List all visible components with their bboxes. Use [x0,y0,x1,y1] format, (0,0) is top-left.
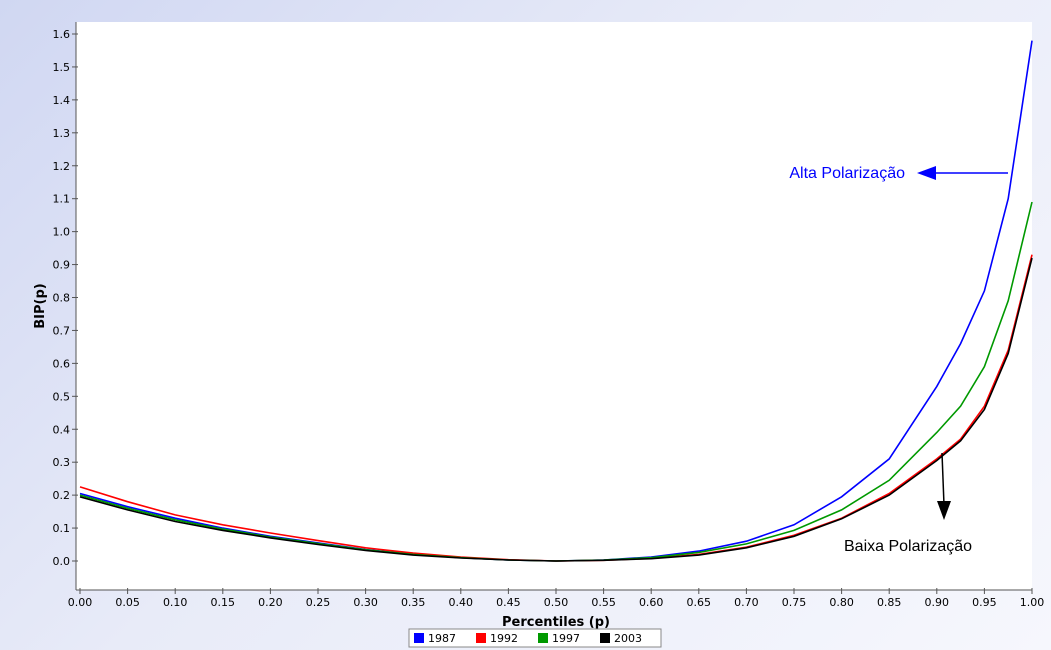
x-tick-label: 0.50 [544,596,569,609]
legend-label: 1987 [428,632,456,645]
annotation-high-polarization: Alta Polarização [789,165,905,182]
x-tick-label: 0.55 [591,596,616,609]
legend-swatch [414,633,424,643]
x-tick-label: 0.35 [401,596,426,609]
y-axis-title: BIP(p) [33,283,48,328]
y-tick-label: 0.3 [53,456,71,469]
x-tick-label: 0.40 [449,596,474,609]
y-tick-label: 0.5 [53,390,71,403]
legend-swatch [600,633,610,643]
series-lines [79,40,1033,562]
legend-item: 1992 [476,632,518,645]
y-tick-label: 0.4 [53,423,71,436]
x-tick-label: 0.00 [68,596,93,609]
y-tick-label: 1.6 [53,28,71,41]
y-tick-label: 0.2 [53,489,71,502]
legend-swatch [538,633,548,643]
series-line-2003 [79,257,1033,562]
y-tick-label: 0.6 [53,357,71,370]
legend-item: 2003 [600,632,642,645]
arrow-shaft [941,452,945,506]
legend-swatch [476,633,486,643]
x-tick-label: 0.85 [877,596,902,609]
plot-area [76,22,1032,590]
x-tick-label: 0.30 [353,596,378,609]
legend: 1987 1992 1997 2003 [408,628,662,648]
x-tick-label: 0.90 [925,596,950,609]
x-tick-label: 0.45 [496,596,521,609]
x-tick-label: 1.00 [1020,596,1045,609]
legend-label: 1997 [552,632,580,645]
y-tick-label: 1.3 [53,127,71,140]
y-tick-label: 1.2 [53,160,71,173]
x-tick-label: 0.05 [115,596,140,609]
y-tick-label: 1.1 [53,193,71,206]
legend-label: 2003 [614,632,642,645]
legend-item: 1997 [538,632,580,645]
x-tick-label: 0.70 [734,596,759,609]
annotation-low-polarization: Baixa Polarização [844,538,972,555]
y-axis: 0.0 0.1 0.2 0.3 0.4 0.5 0.6 0.7 0.8 0.9 1.0 1.1 1.2 1… [53,22,78,590]
x-tick-label: 0.25 [306,596,331,609]
x-tick-label: 0.15 [211,596,236,609]
legend-label: 1992 [490,632,518,645]
x-axis: 0.00 0.05 0.10 0.15 0.20 0.25 0.30 0.35 0.40 0.45… [68,588,1045,609]
x-tick-label: 0.75 [782,596,807,609]
y-tick-label: 0.8 [53,292,71,305]
x-tick-label: 0.80 [829,596,854,609]
x-tick-label: 0.10 [163,596,188,609]
legend-box [408,628,662,648]
y-tick-label: 1.5 [53,61,71,74]
arrow-head [917,166,936,180]
y-tick-label: 0.1 [53,522,71,535]
y-tick-label: 1.0 [53,226,71,239]
x-tick-label: 0.60 [639,596,664,609]
x-tick-label: 0.65 [687,596,712,609]
legend-item: 1987 [414,632,456,645]
y-tick-label: 0.9 [53,259,71,272]
x-tick-label: 0.95 [972,596,997,609]
y-tick-label: 0.0 [53,555,71,568]
arrow-head [937,501,951,520]
y-tick-label: 0.7 [53,324,71,337]
x-axis-title: Percentiles (p) [502,615,610,630]
x-tick-label: 0.20 [258,596,283,609]
arrow-down-icon [937,452,951,520]
y-tick-label: 1.4 [53,94,71,107]
arrow-left-icon [917,166,1008,180]
